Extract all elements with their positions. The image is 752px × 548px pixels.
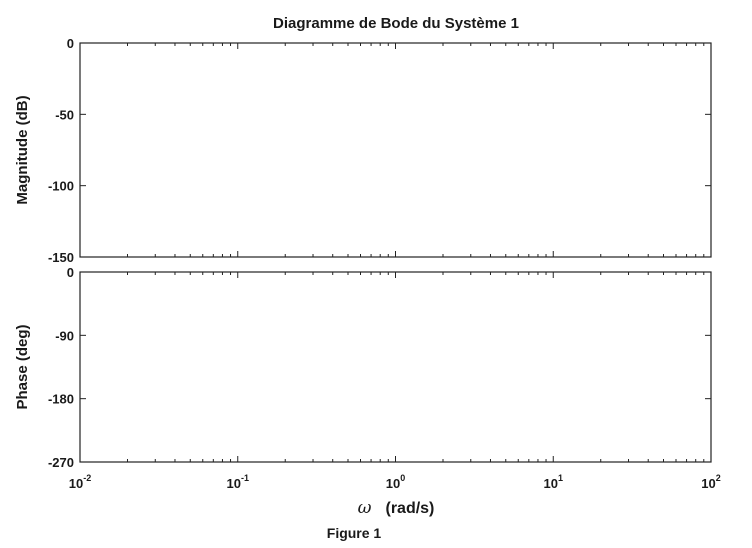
x-tick-label: 10-1	[227, 473, 249, 491]
x-tick-label: 101	[544, 473, 563, 491]
x-axis-symbol: ω	[358, 498, 372, 518]
x-tick-label: 102	[701, 473, 720, 491]
magnitude-y-tick-label: -100	[48, 179, 74, 194]
x-axis-label: ω (rad/s)	[358, 498, 435, 518]
phase-y-axis-label: Phase (deg)	[14, 324, 31, 409]
x-tick-base: 10	[701, 476, 715, 491]
phase-y-tick-label: -180	[48, 392, 74, 407]
magnitude-y-tick-label: -150	[48, 250, 74, 265]
x-tick-exponent: -1	[241, 473, 249, 483]
x-tick-exponent: 2	[716, 473, 721, 483]
phase-plot-frame	[79, 271, 712, 463]
x-tick-exponent: 1	[558, 473, 563, 483]
magnitude-axes: 0 -50 -100 -150 Magnitude (dB)	[14, 36, 712, 265]
figure-caption: Figure 1	[327, 525, 382, 541]
phase-y-tick-label: -270	[48, 455, 74, 470]
x-tick-labels: 10-2 10-1 100 101 102	[69, 473, 721, 491]
x-tick-exponent: 0	[400, 473, 405, 483]
phase-y-tick-label: 0	[67, 265, 74, 280]
x-axis-unit: (rad/s)	[385, 500, 434, 517]
magnitude-y-axis-label: Magnitude (dB)	[14, 95, 31, 204]
phase-y-tick-label: -90	[55, 328, 74, 343]
magnitude-y-tick-label: -50	[55, 107, 74, 122]
x-tick-base: 10	[386, 476, 400, 491]
chart-title: Diagramme de Bode du Système 1	[273, 15, 519, 32]
x-tick-label: 10-2	[69, 473, 91, 491]
x-tick-base: 10	[544, 476, 558, 491]
x-tick-label: 100	[386, 473, 405, 491]
x-tick-base: 10	[69, 476, 83, 491]
phase-axes: 0 -90 -180 -270 Phase (deg)	[14, 265, 712, 470]
x-tick-exponent: -2	[83, 473, 91, 483]
magnitude-plot-frame	[79, 42, 712, 258]
x-tick-base: 10	[227, 476, 241, 491]
magnitude-y-tick-label: 0	[67, 36, 74, 51]
